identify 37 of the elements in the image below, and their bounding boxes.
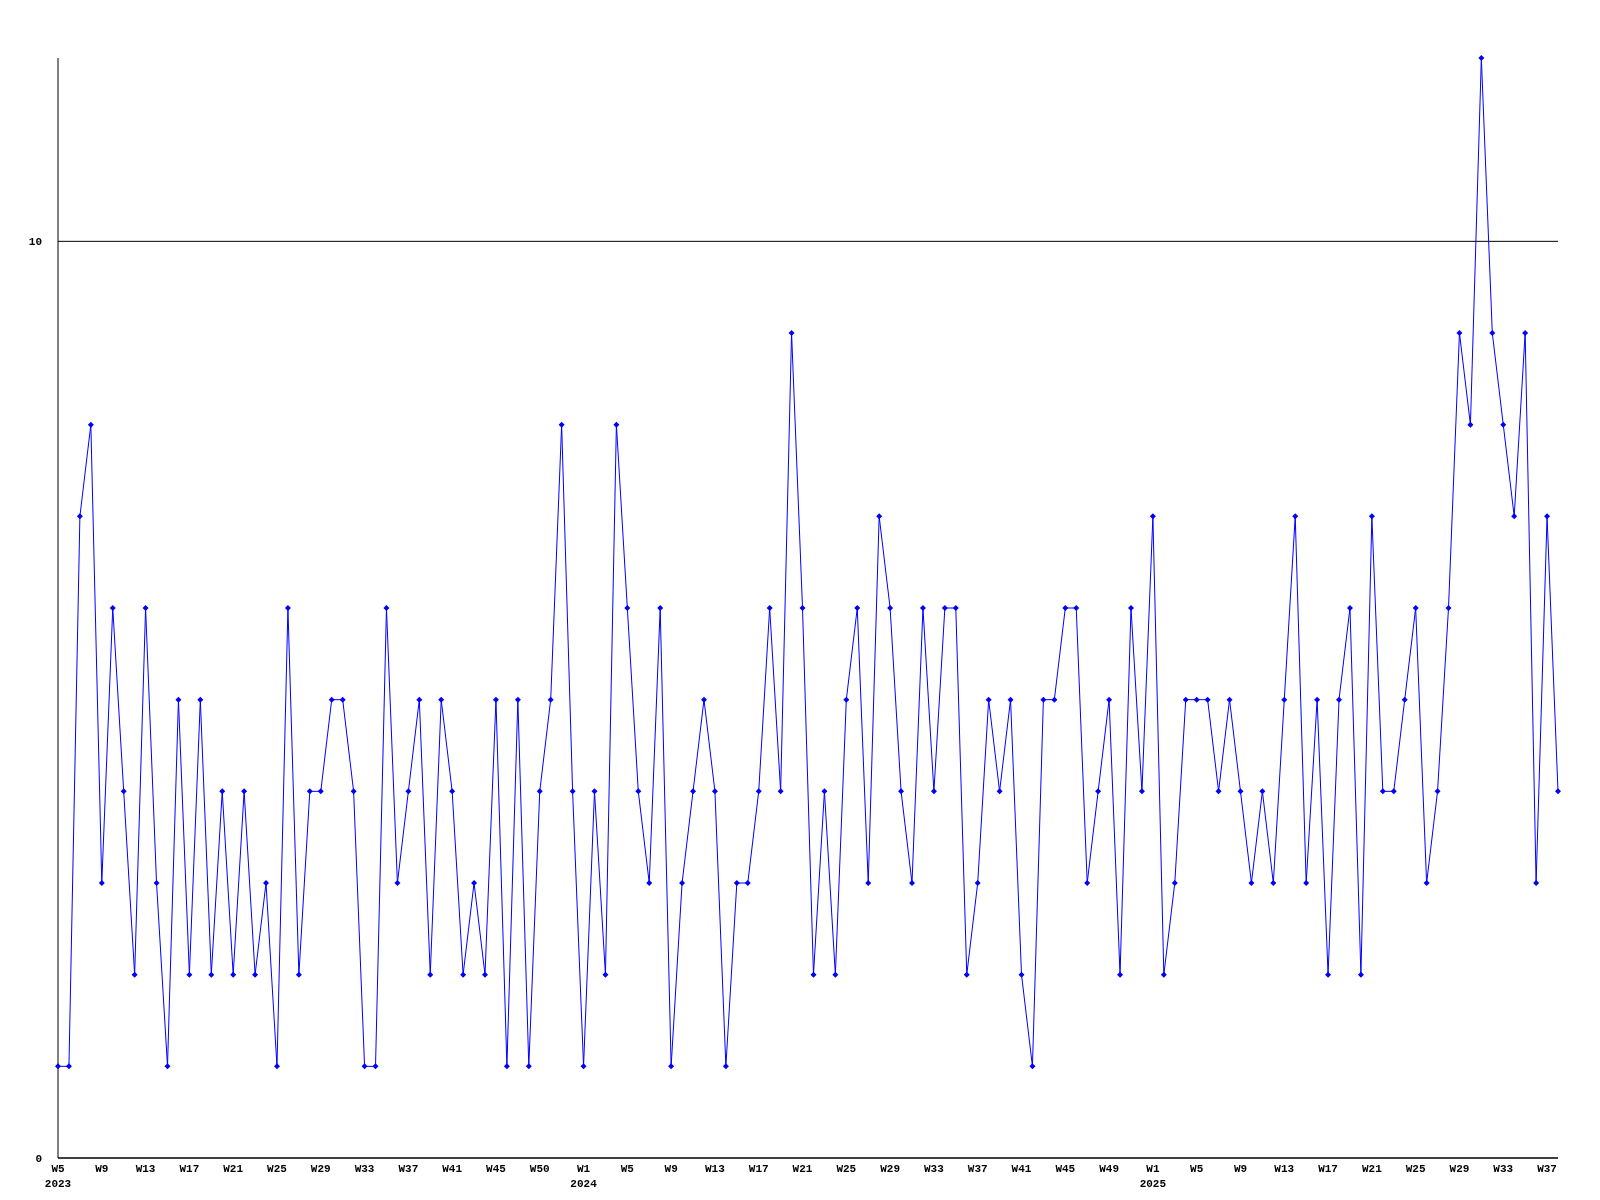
x-tick-label: W5 [1190,1163,1204,1175]
x-tick-label: W29 [1449,1163,1470,1175]
x-tick-label: W1 2024 [570,1163,598,1190]
x-tick-label: W37 [398,1163,419,1175]
x-tick-label: W13 [135,1163,156,1175]
x-tick-label: W33 [354,1163,375,1175]
x-tick-label: W41 [1011,1163,1032,1175]
x-tick-label: W5 [620,1163,635,1175]
x-tick-label: W25 [267,1163,288,1175]
x-tick-label: W21 [1361,1163,1383,1175]
x-tick-label: W17 [1318,1163,1338,1175]
x-tick-label: W13 [705,1163,726,1175]
x-tick-label: W29 [310,1163,331,1175]
y-tick-label: 0 [35,1152,42,1165]
x-tick-label: W5 2023 [44,1163,72,1190]
x-tick-label: W41 [442,1163,463,1175]
x-tick-label: W25 [836,1163,857,1175]
x-tick-label: W17 [748,1163,769,1175]
x-tick-label: W50 [529,1163,550,1175]
x-tick-label: W37 [1537,1163,1557,1175]
x-tick-label: W21 [223,1163,244,1175]
x-tick-label: W33 [1493,1163,1514,1175]
x-tick-label: W1 2025 [1139,1163,1167,1190]
x-tick-label: W29 [880,1163,901,1175]
x-tick-label: W49 [1099,1163,1119,1175]
x-tick-label: W33 [924,1163,945,1175]
y-tick-label: 10 [28,236,42,249]
x-tick-label: W37 [967,1163,988,1175]
x-tick-label: W45 [486,1163,507,1175]
x-tick-label: W25 [1405,1163,1426,1175]
x-tick-label: W21 [792,1163,813,1175]
x-tick-label: W9 [664,1163,678,1175]
x-tick-label: W45 [1055,1163,1076,1175]
x-tick-label: W17 [179,1163,200,1175]
x-tick-label: W9 [95,1163,109,1175]
x-tick-label: W9 [1233,1163,1248,1175]
x-tick-label: W13 [1274,1163,1295,1175]
